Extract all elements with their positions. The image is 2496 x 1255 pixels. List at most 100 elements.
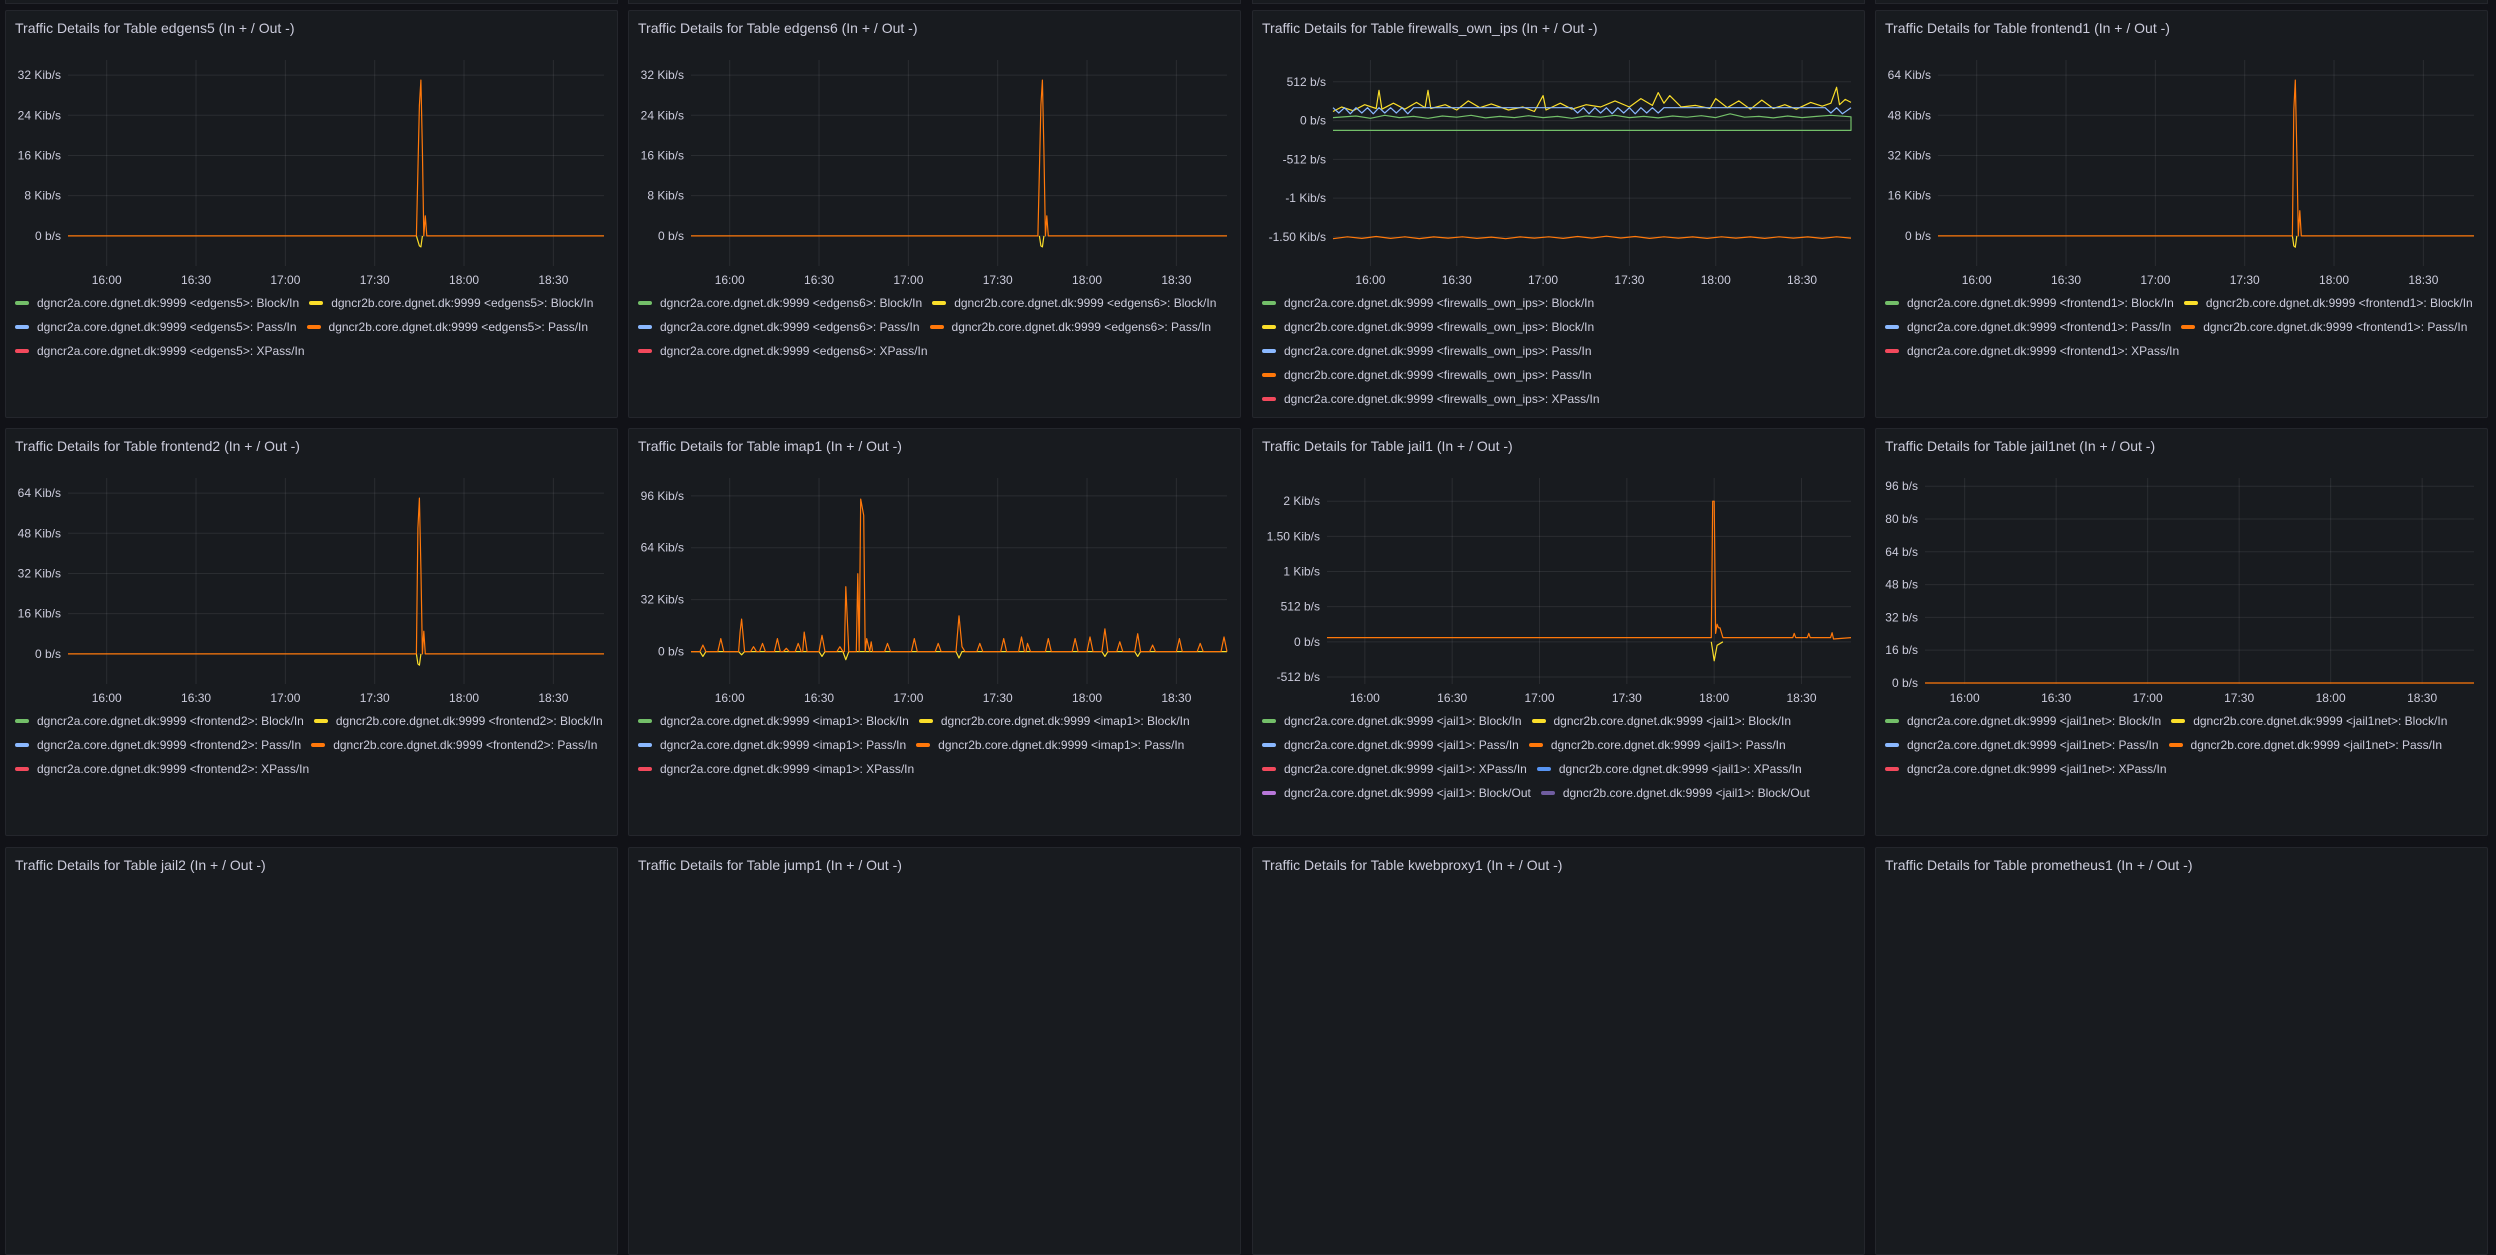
graph-panel[interactable]: Traffic Details for Table prometheus1 (I… [1875, 847, 2488, 1255]
legend-item[interactable]: dgncr2a.core.dgnet.dk:9999 <frontend1>: … [1885, 291, 2174, 315]
series-line[interactable] [691, 651, 1227, 661]
series-line[interactable] [1332, 86, 1852, 113]
x-tick-label: 17:30 [2224, 691, 2254, 705]
legend-item[interactable]: dgncr2b.core.dgnet.dk:9999 <edgens6>: Bl… [932, 291, 1216, 315]
legend-item[interactable]: dgncr2a.core.dgnet.dk:9999 <firewalls_ow… [1262, 339, 1592, 363]
legend-label: dgncr2b.core.dgnet.dk:9999 <jail1net>: B… [2193, 714, 2448, 728]
legend-item[interactable]: dgncr2b.core.dgnet.dk:9999 <jail1>: XPas… [1536, 757, 1802, 781]
x-tick-label: 16:30 [2041, 691, 2071, 705]
x-tick-label: 17:30 [360, 273, 390, 287]
legend-item[interactable]: dgncr2a.core.dgnet.dk:9999 <jail1net>: P… [1885, 733, 2159, 757]
series-line[interactable] [1327, 500, 1852, 640]
x-tick-label: 18:00 [1072, 691, 1102, 705]
x-tick-label: 18:30 [1787, 273, 1817, 287]
legend-item[interactable]: dgncr2a.core.dgnet.dk:9999 <jail1>: XPas… [1262, 757, 1527, 781]
legend-item[interactable]: dgncr2b.core.dgnet.dk:9999 <edgens5>: Pa… [306, 315, 589, 339]
legend-item[interactable]: dgncr2b.core.dgnet.dk:9999 <imap1>: Pass… [916, 733, 1184, 757]
legend-item[interactable]: dgncr2b.core.dgnet.dk:9999 <jail1>: Bloc… [1540, 781, 1810, 805]
legend-item[interactable]: dgncr2a.core.dgnet.dk:9999 <jail1net>: B… [1885, 709, 2161, 733]
legend-label: dgncr2b.core.dgnet.dk:9999 <imap1>: Bloc… [940, 714, 1190, 728]
series-line[interactable] [691, 79, 1227, 237]
legend-item[interactable]: dgncr2a.core.dgnet.dk:9999 <firewalls_ow… [1262, 291, 1594, 315]
panel-title[interactable]: Traffic Details for Table imap1 (In + / … [638, 438, 902, 454]
panel-title[interactable]: Traffic Details for Table firewalls_own_… [1262, 20, 1598, 36]
y-tick-label: 8 Kib/s [647, 189, 684, 203]
legend-item[interactable]: dgncr2a.core.dgnet.dk:9999 <edgens5>: XP… [15, 339, 305, 363]
graph-panel[interactable]: Traffic Details for Table frontend1 (In … [1875, 10, 2488, 418]
legend-item[interactable]: dgncr2b.core.dgnet.dk:9999 <frontend1>: … [2183, 291, 2473, 315]
series-line[interactable] [415, 653, 422, 666]
legend-item[interactable]: dgncr2b.core.dgnet.dk:9999 <firewalls_ow… [1262, 315, 1594, 339]
graph-panel[interactable]: Traffic Details for Table jail1net (In +… [1875, 428, 2488, 836]
legend-item[interactable]: dgncr2b.core.dgnet.dk:9999 <edgens6>: Pa… [929, 315, 1211, 339]
legend-item[interactable]: dgncr2a.core.dgnet.dk:9999 <firewalls_ow… [1262, 387, 1600, 411]
legend-item[interactable]: dgncr2a.core.dgnet.dk:9999 <frontend2>: … [15, 733, 301, 757]
panel-title[interactable]: Traffic Details for Table edgens5 (In + … [15, 20, 295, 36]
panel-title[interactable]: Traffic Details for Table frontend2 (In … [15, 438, 300, 454]
legend-item[interactable]: dgncr2a.core.dgnet.dk:9999 <jail1net>: X… [1885, 757, 2167, 781]
legend-item[interactable]: dgncr2b.core.dgnet.dk:9999 <jail1net>: P… [2168, 733, 2442, 757]
legend-item[interactable]: dgncr2a.core.dgnet.dk:9999 <jail1>: Pass… [1262, 733, 1519, 757]
graph-panel[interactable]: Traffic Details for Table frontend2 (In … [5, 428, 618, 836]
graph-panel[interactable]: Traffic Details for Table jail1 (In + / … [1252, 428, 1865, 836]
panel-title[interactable]: Traffic Details for Table jail1net (In +… [1885, 438, 2156, 454]
legend-item[interactable]: dgncr2a.core.dgnet.dk:9999 <jail1>: Bloc… [1262, 781, 1531, 805]
legend-item[interactable]: dgncr2b.core.dgnet.dk:9999 <frontend1>: … [2181, 315, 2467, 339]
graph-panel[interactable]: Traffic Details for Table firewalls_own_… [1252, 10, 1865, 418]
legend-label: dgncr2a.core.dgnet.dk:9999 <firewalls_ow… [1284, 344, 1592, 358]
legend-item[interactable]: dgncr2b.core.dgnet.dk:9999 <jail1net>: B… [2171, 709, 2447, 733]
panel-title[interactable]: Traffic Details for Table jail1 (In + / … [1262, 438, 1513, 454]
series-line[interactable] [415, 235, 423, 248]
panel-title[interactable]: Traffic Details for Table prometheus1 (I… [1885, 857, 2193, 873]
legend-item[interactable]: dgncr2a.core.dgnet.dk:9999 <frontend2>: … [15, 709, 304, 733]
series-line[interactable] [691, 498, 1228, 653]
legend-item[interactable]: dgncr2a.core.dgnet.dk:9999 <edgens6>: Pa… [638, 315, 920, 339]
series-line[interactable] [1332, 113, 1852, 131]
legend-item[interactable]: dgncr2a.core.dgnet.dk:9999 <jail1>: Bloc… [1262, 709, 1522, 733]
legend-item[interactable]: dgncr2b.core.dgnet.dk:9999 <firewalls_ow… [1262, 363, 1592, 387]
series-line[interactable] [1332, 235, 1852, 240]
x-tick-label: 16:30 [804, 691, 834, 705]
legend-item[interactable]: dgncr2a.core.dgnet.dk:9999 <frontend1>: … [1885, 339, 2179, 363]
legend-item[interactable]: dgncr2a.core.dgnet.dk:9999 <frontend1>: … [1885, 315, 2171, 339]
x-tick-label: 18:30 [2407, 691, 2437, 705]
series-line[interactable] [1332, 107, 1852, 115]
legend-item[interactable]: dgncr2a.core.dgnet.dk:9999 <edgens6>: Bl… [638, 291, 922, 315]
legend-item[interactable]: dgncr2b.core.dgnet.dk:9999 <edgens5>: Bl… [309, 291, 593, 315]
series-line[interactable] [2291, 235, 2298, 248]
x-tick-label: 16:30 [804, 273, 834, 287]
series-line[interactable] [68, 497, 604, 655]
legend-item[interactable]: dgncr2a.core.dgnet.dk:9999 <edgens5>: Bl… [15, 291, 299, 315]
x-tick-label: 18:00 [2319, 273, 2349, 287]
panel-title[interactable]: Traffic Details for Table jump1 (In + / … [638, 857, 902, 873]
legend-item[interactable]: dgncr2b.core.dgnet.dk:9999 <frontend2>: … [311, 733, 597, 757]
legend-item[interactable]: dgncr2b.core.dgnet.dk:9999 <frontend2>: … [313, 709, 603, 733]
x-tick-label: 16:00 [1950, 691, 1980, 705]
legend-item[interactable]: dgncr2a.core.dgnet.dk:9999 <edgens6>: XP… [638, 339, 928, 363]
series-line[interactable] [1938, 79, 2474, 237]
legend-item[interactable]: dgncr2b.core.dgnet.dk:9999 <jail1>: Pass… [1528, 733, 1786, 757]
panel-title[interactable]: Traffic Details for Table jail2 (In + / … [15, 857, 266, 873]
graph-panel[interactable]: Traffic Details for Table kwebproxy1 (In… [1252, 847, 1865, 1255]
panel-title[interactable]: Traffic Details for Table edgens6 (In + … [638, 20, 918, 36]
legend-item[interactable]: dgncr2a.core.dgnet.dk:9999 <imap1>: Bloc… [638, 709, 909, 733]
x-tick-label: 17:30 [1614, 273, 1644, 287]
series-line[interactable] [1710, 641, 1724, 662]
legend-item[interactable]: dgncr2a.core.dgnet.dk:9999 <imap1>: Pass… [638, 733, 906, 757]
panel-above-3 [1252, 0, 1865, 4]
panel-title[interactable]: Traffic Details for Table frontend1 (In … [1885, 20, 2170, 36]
series-line[interactable] [1038, 235, 1045, 248]
graph-panel[interactable]: Traffic Details for Table imap1 (In + / … [628, 428, 1241, 836]
graph-panel[interactable]: Traffic Details for Table edgens6 (In + … [628, 10, 1241, 418]
legend-item[interactable]: dgncr2b.core.dgnet.dk:9999 <jail1>: Bloc… [1531, 709, 1791, 733]
graph-panel[interactable]: Traffic Details for Table edgens5 (In + … [5, 10, 618, 418]
legend-item[interactable]: dgncr2a.core.dgnet.dk:9999 <frontend2>: … [15, 757, 309, 781]
panel-title[interactable]: Traffic Details for Table kwebproxy1 (In… [1262, 857, 1563, 873]
legend-item[interactable]: dgncr2a.core.dgnet.dk:9999 <imap1>: XPas… [638, 757, 914, 781]
legend-item[interactable]: dgncr2a.core.dgnet.dk:9999 <edgens5>: Pa… [15, 315, 297, 339]
legend-item[interactable]: dgncr2b.core.dgnet.dk:9999 <imap1>: Bloc… [918, 709, 1190, 733]
graph-panel[interactable]: Traffic Details for Table jail2 (In + / … [5, 847, 618, 1255]
legend-label: dgncr2b.core.dgnet.dk:9999 <edgens5>: Pa… [328, 320, 589, 334]
series-line[interactable] [68, 79, 604, 237]
graph-panel[interactable]: Traffic Details for Table jump1 (In + / … [628, 847, 1241, 1255]
